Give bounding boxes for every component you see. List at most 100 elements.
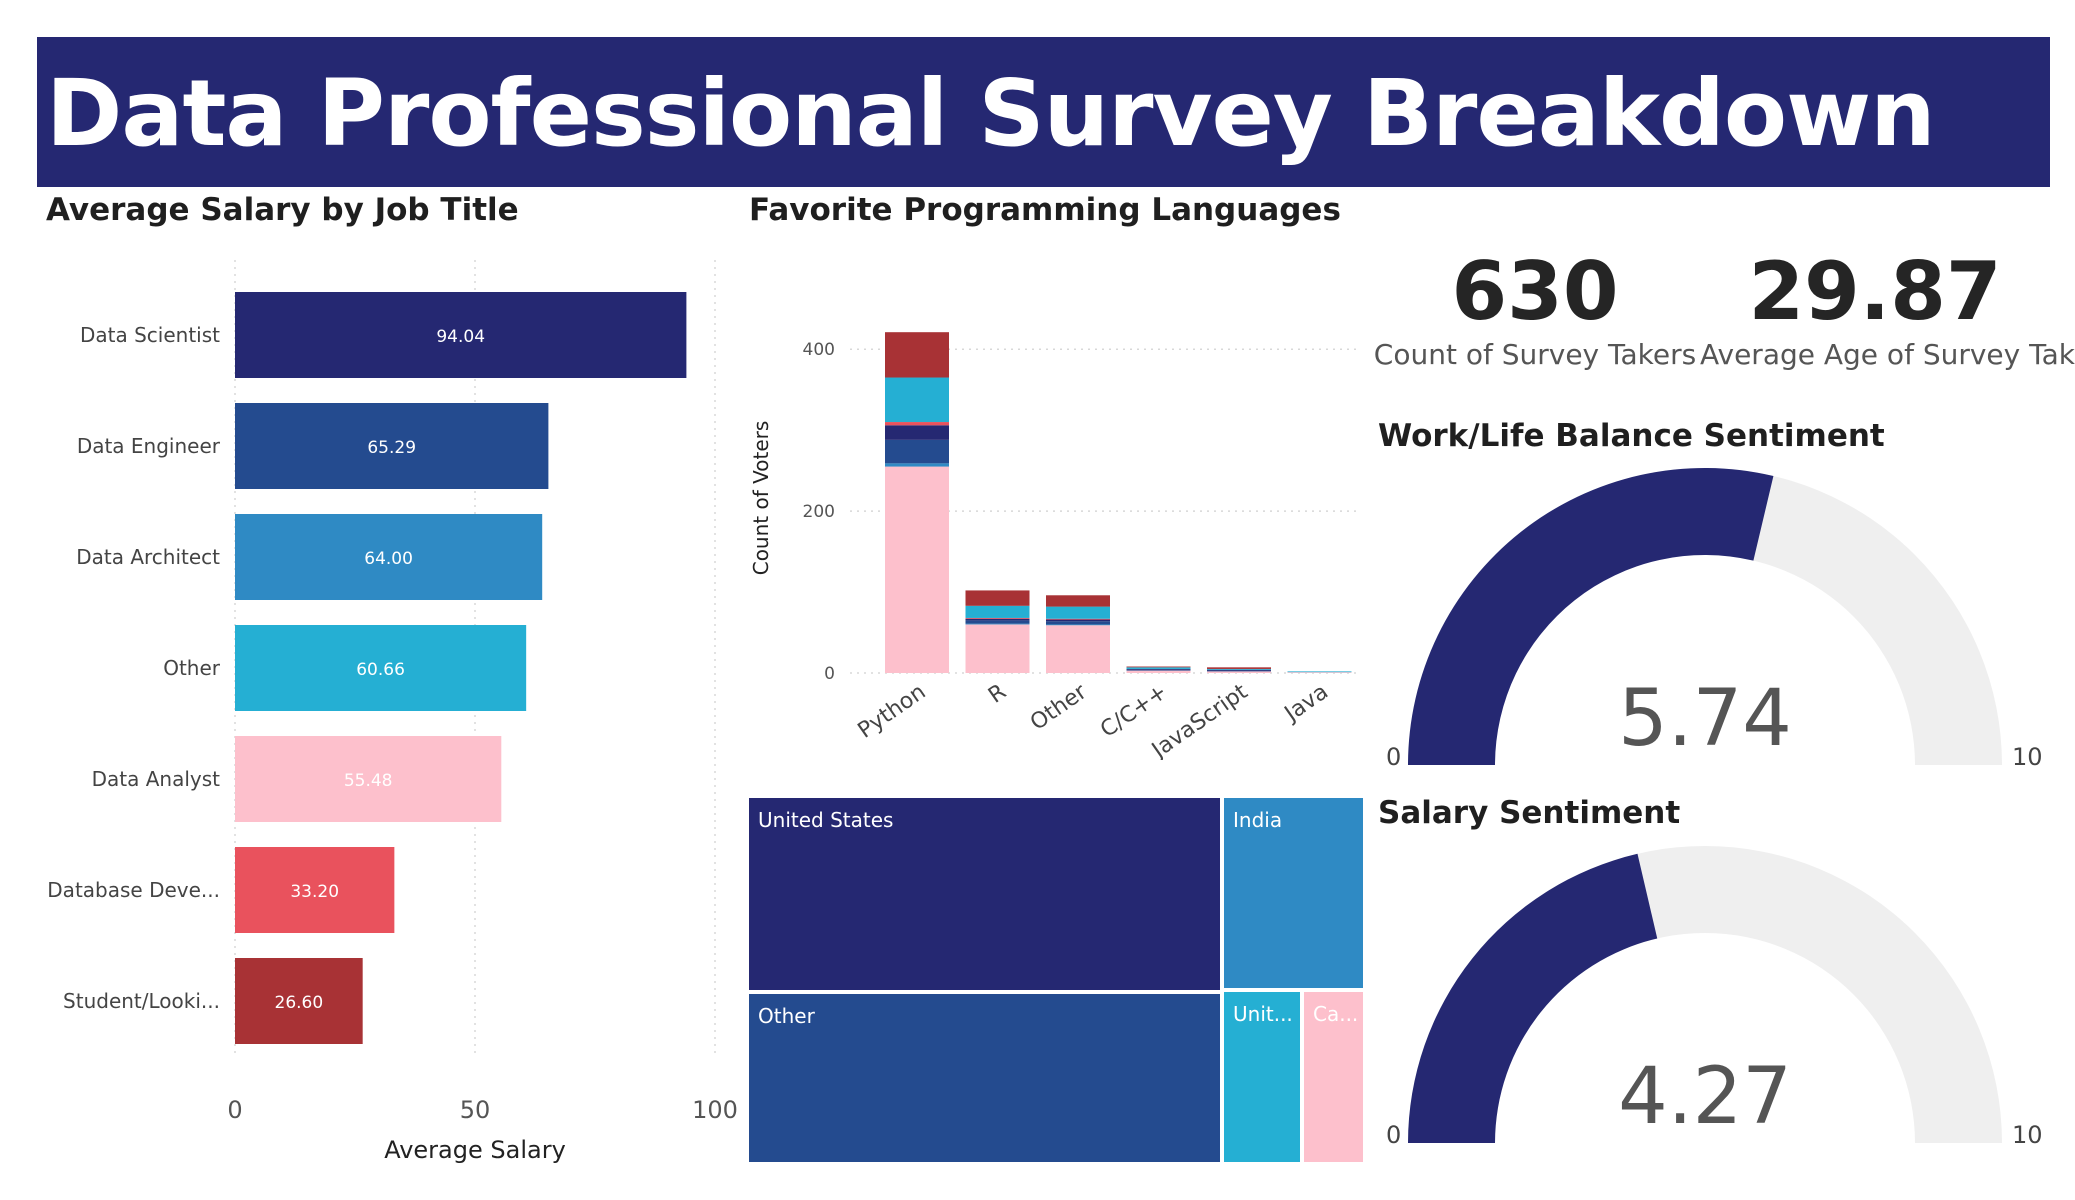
lang-bar-segment [965, 624, 1030, 673]
salary-bar [235, 736, 502, 822]
salary-bar [235, 514, 543, 600]
gauge-min-label: 0 [1386, 1121, 1401, 1149]
lang-bar-segment [1046, 621, 1110, 625]
treemap-cell: Unit... [1224, 992, 1300, 1162]
treemap-cell-label: United States [758, 808, 894, 832]
salary-category-label: Data Scientist [80, 323, 220, 347]
salary-bar-chart: 0 50 100 94.04 Data Scientist 65.29 Data Engin… [47, 260, 738, 1164]
y-tick-label: 400 [803, 340, 835, 360]
salary-x-axis-label: Average Salary [384, 1136, 566, 1164]
lang-bar-segment [1046, 625, 1110, 673]
salary-bar-value-label: 60.66 [356, 660, 405, 680]
lang-bar-segment [885, 425, 949, 440]
lang-bar-segment [885, 439, 949, 464]
treemap-cell: United States [749, 798, 1220, 990]
gauge-value: 5.74 [1618, 674, 1792, 764]
y-tick-label: 0 [824, 664, 835, 684]
salary-category-label: Data Architect [76, 545, 220, 569]
kpi-count-value: 630 [1451, 245, 1619, 338]
lang-bar-segment [965, 605, 1030, 618]
x-tick-label: 100 [692, 1096, 738, 1124]
lang-bar-segment [1287, 671, 1352, 673]
treemap-cell-label: Ca... [1313, 1002, 1359, 1026]
kpi-count-card: 630 Count of Survey Takers [1370, 245, 1700, 371]
lang-bar-segment [1126, 667, 1191, 669]
salary-bar [235, 403, 549, 489]
worklife-gauge-title: Work/Life Balance Sentiment [1378, 418, 1885, 454]
salary-category-label: Data Engineer [77, 434, 221, 458]
worklife-gauge: 5.74 0 10 [1386, 468, 2043, 771]
lang-bar-segment [1046, 624, 1110, 626]
lang-bar-segment [885, 466, 949, 673]
lang-bar-segment [885, 422, 949, 426]
lang-bar-segment [965, 620, 1030, 624]
kpi-age-value: 29.87 [1748, 245, 2002, 338]
salary-sentiment-gauge: 4.27 0 10 [1386, 846, 2043, 1149]
lang-bar-segment [885, 463, 949, 467]
salary-bar-value-label: 26.60 [275, 993, 324, 1013]
salary-bar-value-label: 65.29 [367, 438, 416, 458]
gauge-min-label: 0 [1386, 743, 1401, 771]
lang-category-label: R [984, 679, 1011, 708]
gauge-fill [1408, 853, 1658, 1143]
lang-category-label: Other [1026, 679, 1092, 736]
salary-bar [235, 847, 395, 933]
lang-bar-segment [1207, 667, 1271, 669]
gauge-value: 4.27 [1618, 1052, 1792, 1142]
lang-bar-segment [965, 590, 1030, 606]
lang-y-axis-label: Count of Voters [749, 421, 773, 576]
lang-bar-segment [1287, 672, 1352, 673]
lang-bar-segment [1126, 668, 1191, 670]
salary-category-label: Data Analyst [92, 767, 221, 791]
treemap-cell: India [1224, 798, 1363, 988]
treemap-cell: Other [749, 994, 1220, 1162]
header-banner [37, 37, 2050, 187]
gauge-fill [1408, 468, 1774, 765]
salary-chart-title: Average Salary by Job Title [46, 192, 519, 228]
treemap-cell-label: India [1233, 808, 1283, 832]
lang-bar-segment [1207, 671, 1271, 673]
lang-bar-segment [1046, 618, 1110, 620]
salary-sentiment-title: Salary Sentiment [1378, 795, 1681, 831]
lang-bar-segment [965, 617, 1030, 619]
salary-bar [235, 958, 363, 1044]
salary-category-label: Student/Looki... [63, 989, 220, 1013]
lang-bar-segment [1126, 666, 1191, 668]
treemap-cell-label: Other [758, 1004, 815, 1028]
kpi-count-label: Count of Survey Takers [1373, 338, 1697, 371]
kpi-age-card: 29.87 Average Age of Survey Taker [1700, 245, 2075, 371]
lang-bar-segment [885, 377, 949, 423]
lang-bar-segment [1046, 595, 1110, 607]
lang-category-label: Python [854, 679, 931, 743]
salary-bar [235, 625, 527, 711]
salary-category-label: Database Deve... [47, 878, 220, 902]
salary-bar [235, 292, 687, 378]
salary-bar-value-label: 33.20 [290, 882, 339, 902]
lang-bar-segment [1207, 669, 1271, 671]
lang-bar-segment [1207, 670, 1271, 672]
gauge-max-label: 10 [2012, 743, 2043, 771]
country-treemap: United States Other India Unit... Ca... [749, 798, 1363, 1162]
salary-bar-value-label: 64.00 [364, 549, 413, 569]
treemap-cell: Ca... [1304, 992, 1363, 1162]
lang-bar-segment [885, 332, 949, 378]
lang-bar-segment [1126, 670, 1191, 673]
x-tick-label: 50 [460, 1096, 491, 1124]
lang-bar-segment [1207, 668, 1271, 670]
lang-bar-segment [965, 618, 1030, 621]
x-tick-label: 0 [227, 1096, 242, 1124]
lang-category-label: Java [1279, 679, 1333, 727]
lang-bar-segment [1046, 619, 1110, 622]
salary-bar-value-label: 94.04 [436, 327, 485, 347]
lang-bar-segment [1046, 606, 1110, 619]
page-title: Data Professional Survey Breakdown [46, 60, 1936, 167]
lang-bar-segment [1126, 669, 1191, 671]
languages-chart-title: Favorite Programming Languages [749, 192, 1341, 228]
treemap-cell-label: Unit... [1233, 1002, 1293, 1026]
salary-category-label: Other [163, 656, 221, 680]
y-tick-label: 200 [803, 502, 835, 522]
kpi-age-label: Average Age of Survey Taker [1700, 338, 2075, 371]
salary-bar-value-label: 55.48 [344, 771, 393, 791]
gauge-max-label: 10 [2012, 1121, 2043, 1149]
